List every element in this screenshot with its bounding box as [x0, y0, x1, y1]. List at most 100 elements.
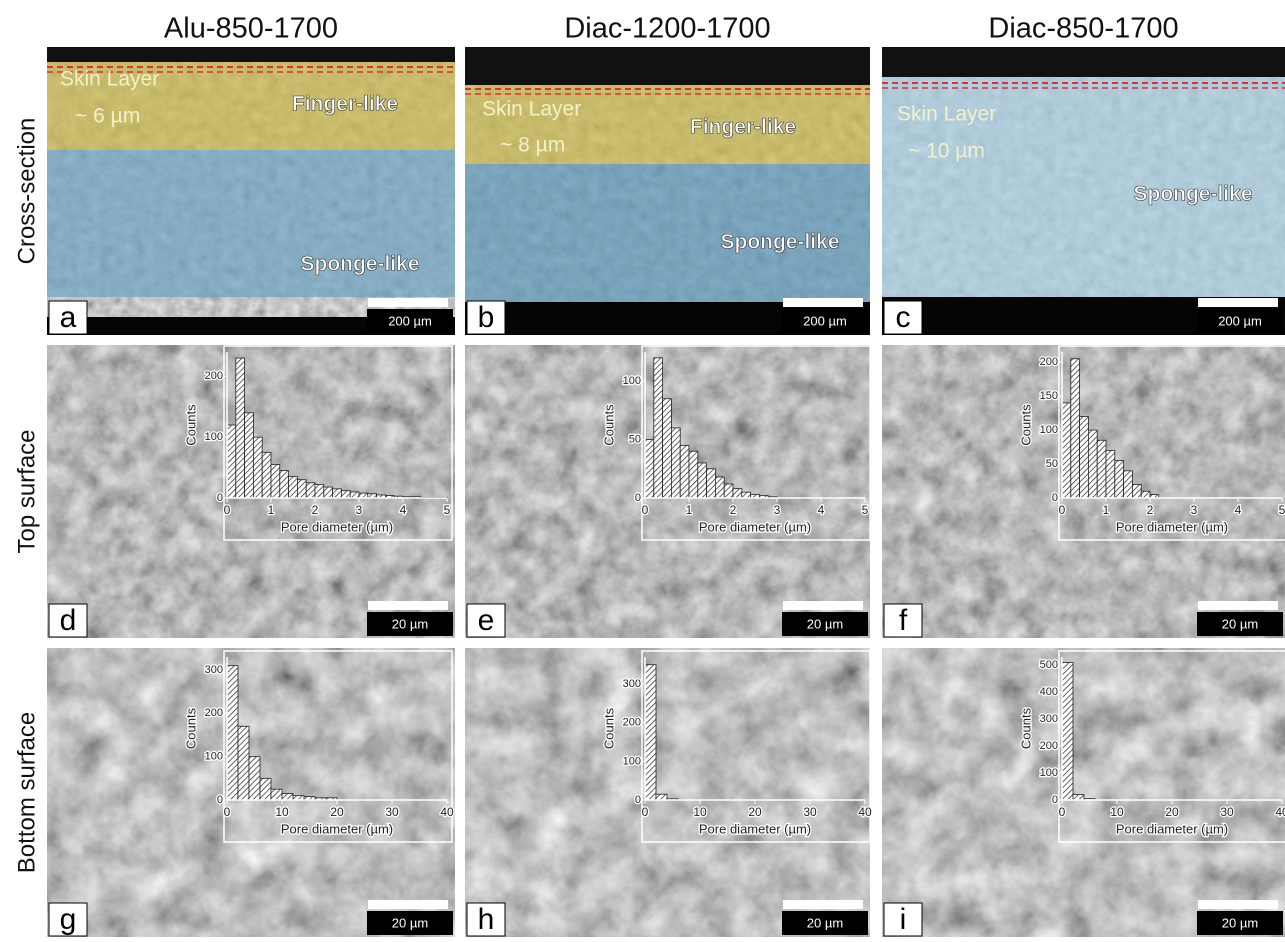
y-tick-label: 400 [1040, 686, 1058, 698]
annotation: Skin Layer [60, 68, 159, 91]
y-axis-label: Counts [1018, 404, 1033, 446]
y-tick-label: 200 [205, 370, 223, 382]
x-tick-label: 20 [748, 805, 762, 819]
y-tick-label: 0 [1052, 794, 1058, 806]
x-tick-label: 20 [330, 805, 344, 819]
panel-letter: e [478, 604, 495, 637]
y-axis-label: Counts [183, 707, 198, 749]
histogram-bar [1124, 471, 1133, 498]
panel-letter: h [478, 903, 495, 936]
y-tick-label: 0 [217, 492, 223, 504]
histogram-bar [227, 666, 238, 800]
y-tick-label: 100 [1040, 767, 1058, 779]
y-tick-label: 50 [1046, 458, 1058, 470]
histogram-bar [645, 440, 654, 498]
histogram-bar [297, 480, 306, 498]
panel: h20 µm [465, 648, 870, 937]
scale-bar [368, 601, 448, 610]
histogram-bar [645, 665, 656, 800]
histogram-bar [698, 463, 707, 498]
x-tick-label: 30 [1220, 805, 1234, 819]
histogram-bar [238, 726, 249, 800]
x-tick-label: 0 [224, 805, 231, 819]
histogram-bar [663, 399, 672, 498]
histogram-bar [671, 428, 680, 498]
histogram-bar [680, 445, 689, 498]
x-tick-label: 30 [803, 805, 817, 819]
background-band [47, 47, 455, 62]
x-tick-label: 3 [356, 503, 363, 517]
x-axis-label: Pore diameter (µm) [699, 519, 811, 534]
sem-image [882, 648, 1285, 937]
y-tick-label: 200 [1040, 740, 1058, 752]
scale-bar [368, 298, 448, 307]
sem-image [465, 648, 870, 937]
x-tick-label: 0 [1059, 503, 1066, 517]
panel-letter: d [60, 604, 77, 637]
y-tick-label: 100 [205, 751, 223, 763]
annotation: Finger-like [292, 93, 398, 116]
histogram-bar [282, 794, 293, 801]
x-tick-label: 0 [642, 503, 649, 517]
x-tick-label: 30 [385, 805, 399, 819]
x-tick-label: 10 [693, 805, 707, 819]
x-tick-label: 3 [774, 503, 781, 517]
annotation: Sponge-like [720, 231, 839, 254]
panel-letter: b [478, 301, 495, 334]
scale-bar [783, 298, 863, 307]
annotation: Skin Layer [897, 103, 996, 126]
histogram-bar [1080, 417, 1089, 498]
histogram-bar [1115, 461, 1124, 498]
y-tick-label: 500 [1040, 659, 1058, 671]
histogram-bar [1062, 662, 1073, 800]
histogram-bar [689, 451, 698, 498]
page: {"columns":["Alu-850-1700","Diac-1200-17… [0, 0, 1285, 937]
x-tick-label: 1 [268, 503, 275, 517]
scale-bar [1198, 601, 1278, 610]
histogram-bar [1073, 795, 1084, 800]
histogram-bar [280, 471, 289, 498]
histogram-bar [350, 492, 359, 498]
histogram-bar [1106, 450, 1115, 498]
x-tick-label: 0 [224, 503, 231, 517]
x-tick-label: 5 [444, 503, 451, 517]
panel-letter: a [60, 301, 77, 334]
y-tick-label: 0 [635, 492, 641, 504]
x-axis-label: Pore diameter (µm) [1116, 519, 1228, 534]
x-tick-label: 0 [1059, 805, 1066, 819]
x-tick-label: 1 [1103, 503, 1110, 517]
x-tick-label: 1 [686, 503, 693, 517]
histogram-bar [1097, 440, 1106, 498]
x-tick-label: 10 [1110, 805, 1124, 819]
histogram-bar [289, 477, 298, 498]
y-axis-label: Counts [601, 707, 616, 749]
column-title: Diac-850-1700 [988, 13, 1178, 45]
y-tick-label: 100 [205, 431, 223, 443]
panel-letter: c [896, 301, 911, 334]
row-label: Bottom surface [13, 712, 40, 873]
x-tick-label: 0 [642, 805, 649, 819]
y-tick-label: 200 [623, 717, 641, 729]
y-tick-label: 100 [1040, 424, 1058, 436]
histogram-bar [1141, 491, 1150, 498]
x-tick-label: 40 [858, 805, 872, 819]
scale-bar [1198, 900, 1278, 909]
histogram-bar [733, 489, 742, 498]
background-band [882, 47, 1285, 77]
background-band [465, 47, 870, 85]
scale-bar-label: 20 µm [1222, 616, 1258, 631]
histogram-bar [656, 794, 667, 800]
y-tick-label: 50 [629, 434, 641, 446]
scale-bar [783, 900, 863, 909]
scale-bar [1198, 298, 1278, 307]
y-tick-label: 0 [1052, 492, 1058, 504]
histogram-bar [227, 425, 236, 498]
x-tick-label: 40 [440, 805, 454, 819]
x-tick-label: 40 [1275, 805, 1285, 819]
y-axis-label: Counts [1018, 707, 1033, 749]
scale-bar [783, 601, 863, 610]
y-tick-label: 150 [1040, 390, 1058, 402]
x-axis-label: Pore diameter (µm) [699, 821, 811, 836]
